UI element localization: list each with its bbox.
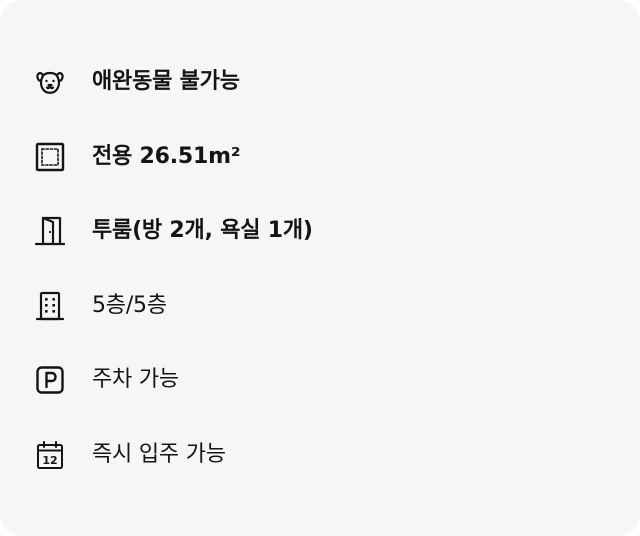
feature-move-in-label: 즉시 입주 가능 bbox=[92, 441, 226, 467]
pet-face-icon bbox=[34, 66, 66, 98]
building-icon bbox=[34, 290, 66, 322]
feature-list: 애완동물 불가능 전용 26.51m² 투룸(방 2개, 욕실 1개) bbox=[34, 62, 313, 475]
feature-floor: 5층/5층 bbox=[34, 286, 313, 326]
feature-move-in: 12 즉시 입주 가능 bbox=[34, 435, 313, 475]
feature-rooms: 투룸(방 2개, 욕실 1개) bbox=[34, 211, 313, 251]
feature-area: 전용 26.51m² bbox=[34, 137, 313, 177]
parking-icon bbox=[34, 364, 66, 396]
feature-parking-label: 주차 가능 bbox=[92, 367, 179, 393]
feature-area-label: 전용 26.51m² bbox=[92, 143, 241, 169]
calendar-day-number: 12 bbox=[42, 454, 57, 467]
feature-pets: 애완동물 불가능 bbox=[34, 62, 313, 102]
calendar-icon: 12 bbox=[34, 439, 66, 471]
feature-rooms-label: 투룸(방 2개, 욕실 1개) bbox=[92, 218, 313, 244]
feature-pets-label: 애완동물 불가능 bbox=[92, 69, 240, 94]
feature-floor-label: 5층/5층 bbox=[92, 292, 167, 318]
door-icon bbox=[34, 215, 66, 247]
floor-area-icon bbox=[34, 141, 66, 173]
feature-parking: 주차 가능 bbox=[34, 360, 313, 400]
